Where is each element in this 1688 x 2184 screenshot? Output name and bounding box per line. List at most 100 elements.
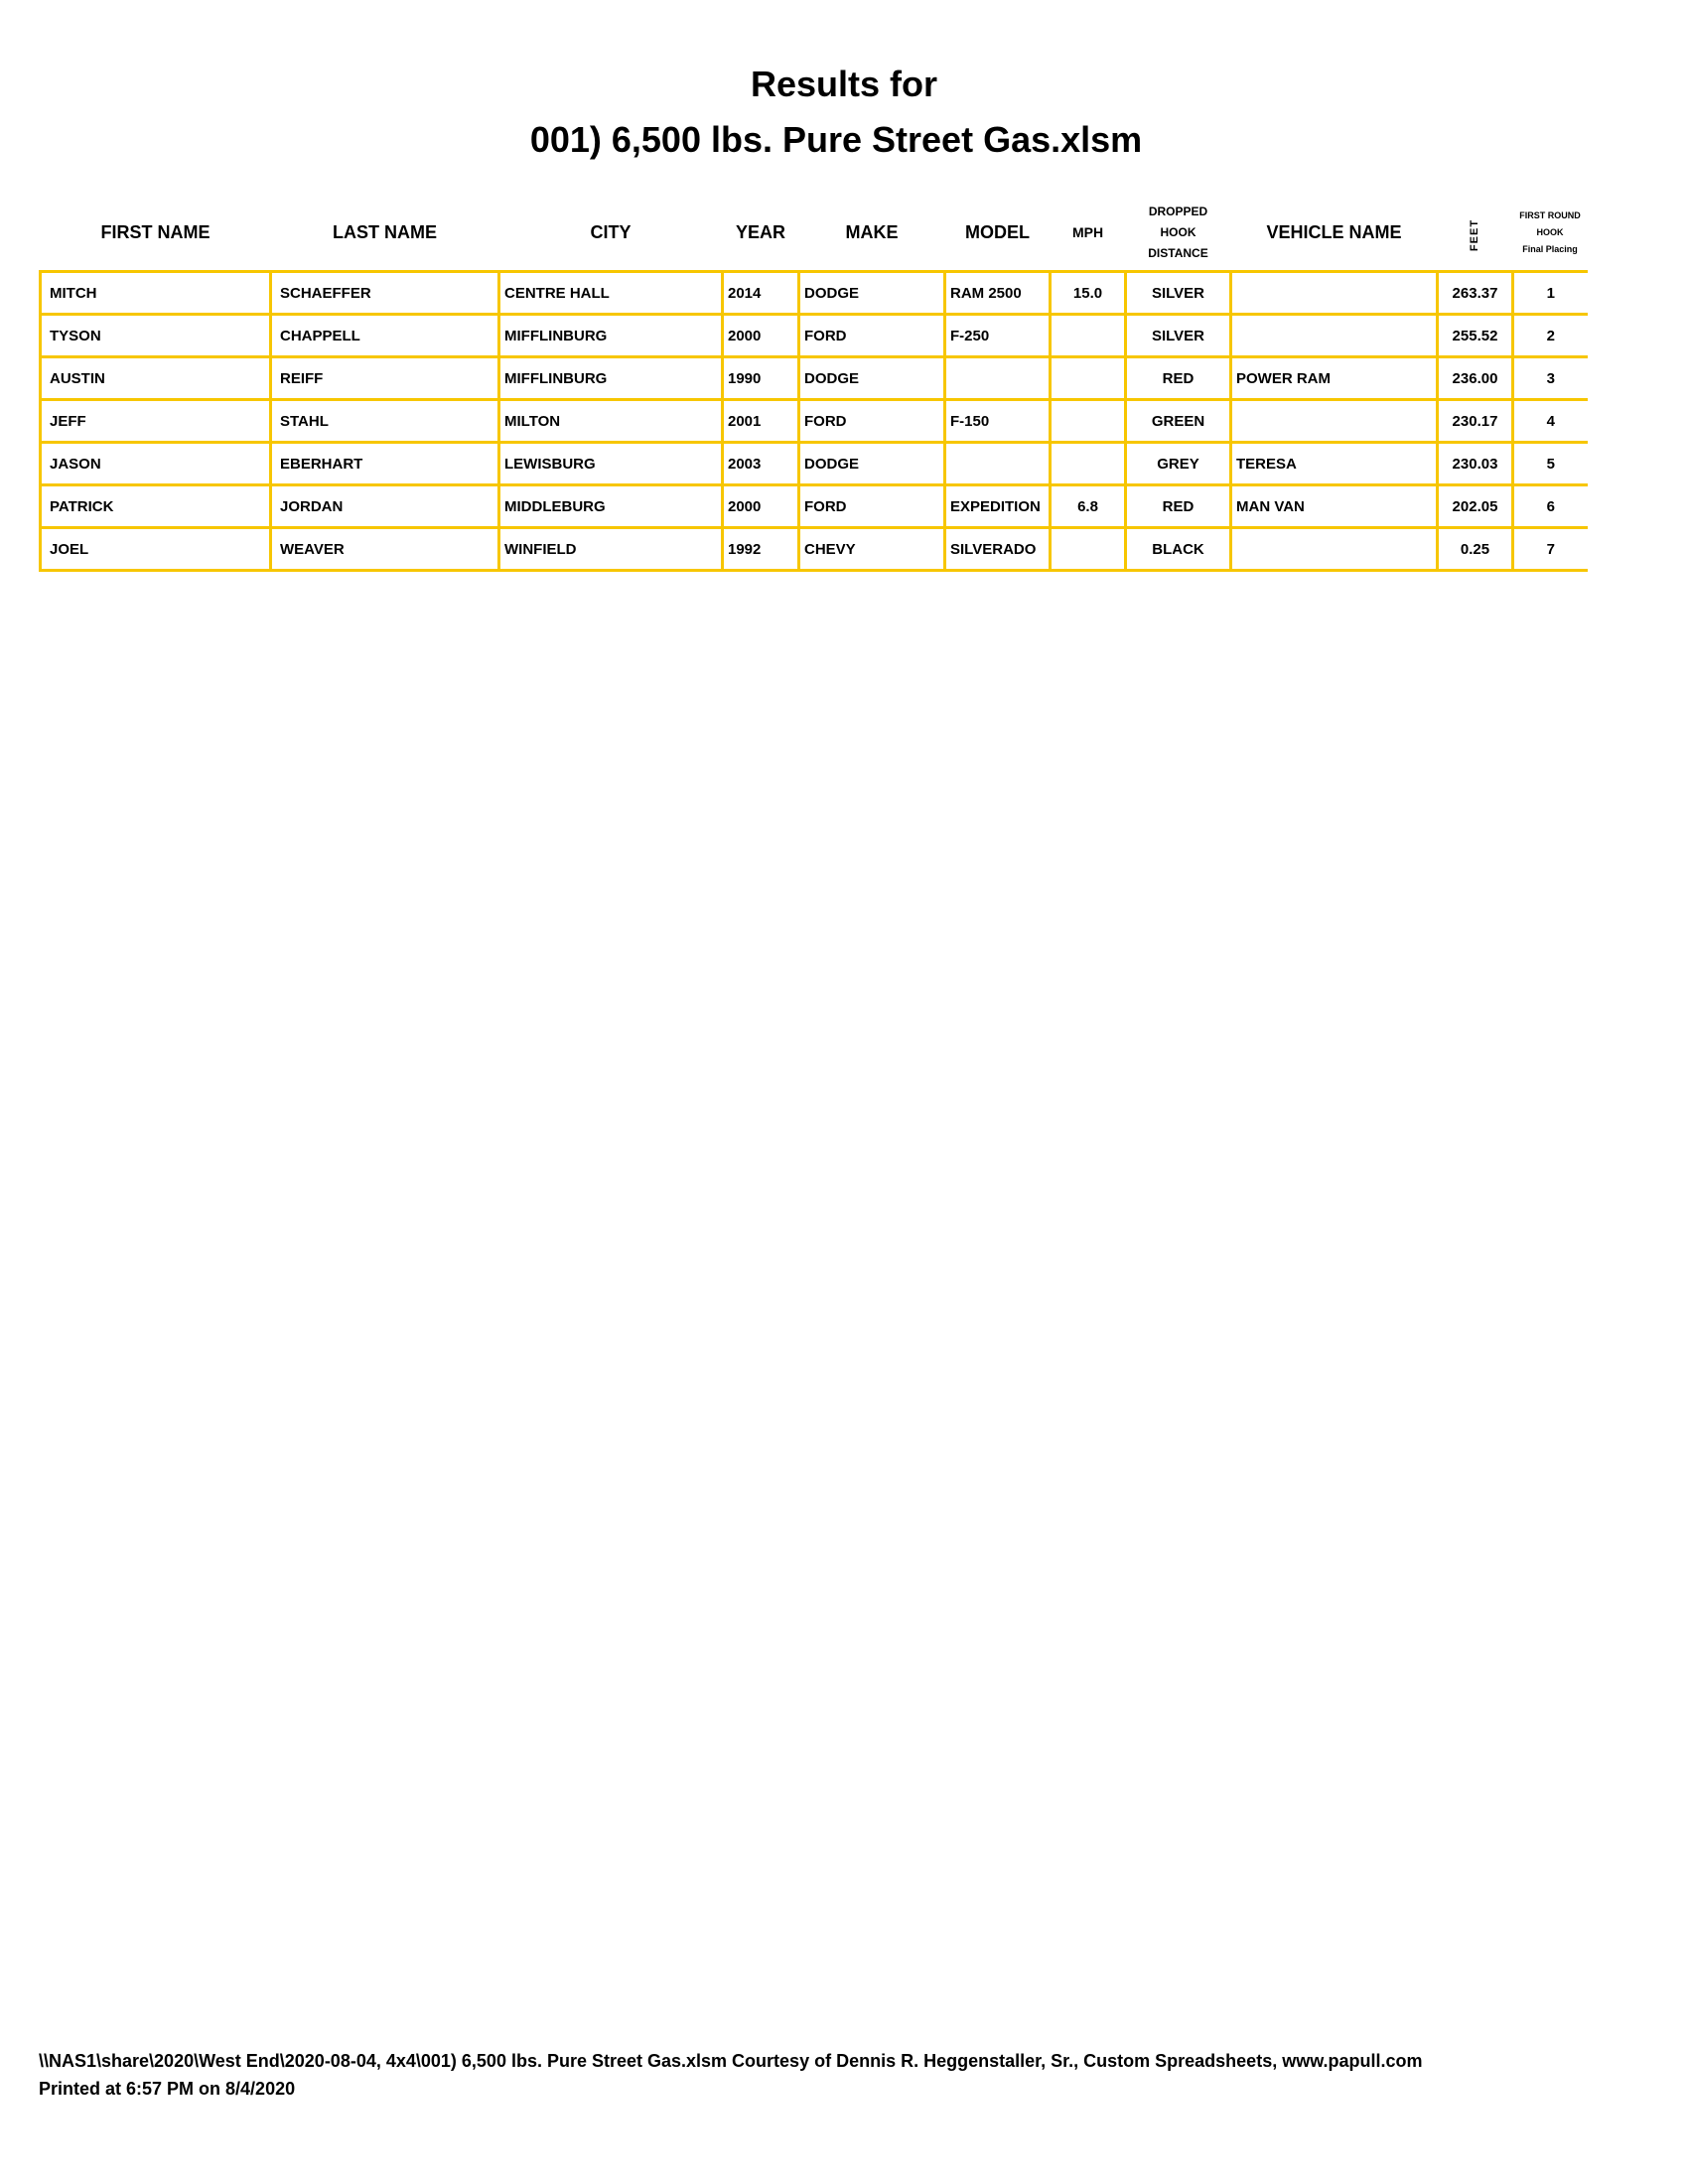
cell-vehicle-name (1229, 398, 1439, 444)
cell-last-name: CHAPPELL (269, 313, 500, 358)
table-row: JASON EBERHART LEWISBURG 2003 DODGE GREY TERES… (39, 441, 1588, 486)
cell-make: DODGE (797, 270, 946, 316)
cell-year: 2000 (721, 313, 800, 358)
table-row: TYSON CHAPPELL MIFFLINBURG 2000 FORD F-250 SIL… (39, 313, 1588, 358)
cell-model: SILVERADO (943, 526, 1052, 572)
cell-placing: 3 (1511, 355, 1588, 401)
cell-year: 2003 (721, 441, 800, 486)
cell-first-name: JOEL (39, 526, 272, 572)
cell-placing: 6 (1511, 483, 1588, 529)
cell-city: LEWISBURG (497, 441, 724, 486)
cell-first-name: PATRICK (39, 483, 272, 529)
cell-dropped-hook-color: SILVER (1124, 313, 1232, 358)
cell-year: 2014 (721, 270, 800, 316)
cell-city: WINFIELD (497, 526, 724, 572)
results-table: FIRST NAME LAST NAME CITY YEAR MAKE MODE… (39, 195, 1588, 572)
cell-feet: 236.00 (1436, 355, 1514, 401)
cell-placing: 5 (1511, 441, 1588, 486)
title-line-1: Results for (750, 64, 938, 104)
header-dropped-hook-distance: DROPPED HOOK DISTANCE (1126, 195, 1231, 272)
cell-last-name: STAHL (269, 398, 500, 444)
table-row: JOEL WEAVER WINFIELD 1992 CHEVY SILVERADO BLAC… (39, 526, 1588, 572)
cell-vehicle-name: TERESA (1229, 441, 1439, 486)
header-row: FIRST NAME LAST NAME CITY YEAR MAKE MODE… (41, 195, 1588, 272)
cell-mph (1049, 441, 1127, 486)
cell-placing: 1 (1511, 270, 1588, 316)
header-model: MODEL (965, 221, 1030, 242)
cell-dropped-hook-color: SILVER (1124, 270, 1232, 316)
cell-year: 2000 (721, 483, 800, 529)
cell-vehicle-name: MAN VAN (1229, 483, 1439, 529)
cell-city: MILTON (497, 398, 724, 444)
cell-first-name: TYSON (39, 313, 272, 358)
cell-mph: 15.0 (1049, 270, 1127, 316)
cell-model: F-250 (943, 313, 1052, 358)
header-vehicle-name: VEHICLE NAME (1266, 221, 1402, 242)
cell-dropped-hook-color: BLACK (1124, 526, 1232, 572)
cell-make: FORD (797, 483, 946, 529)
cell-make: DODGE (797, 441, 946, 486)
header-city: CITY (590, 221, 632, 242)
table-row: MITCH SCHAEFFER CENTRE HALL 2014 DODGE RAM 25… (39, 270, 1588, 316)
cell-placing: 7 (1511, 526, 1588, 572)
header-placing-line1: FIRST ROUND (1519, 209, 1581, 220)
title-line-2: 001) 6,500 lbs. Pure Street Gas.xlsm (529, 119, 1143, 160)
cell-mph: 6.8 (1049, 483, 1127, 529)
cell-first-name: JASON (39, 441, 272, 486)
header-feet: FEET (1438, 195, 1513, 272)
cell-last-name: WEAVER (269, 526, 500, 572)
cell-model (943, 355, 1052, 401)
cell-model: F-150 (943, 398, 1052, 444)
header-dropped-hook-line1: DROPPED (1148, 204, 1208, 218)
cell-last-name: JORDAN (269, 483, 500, 529)
cell-dropped-hook-color: RED (1124, 355, 1232, 401)
header-mph: MPH (1071, 223, 1104, 240)
cell-make: DODGE (797, 355, 946, 401)
header-make: MAKE (845, 221, 899, 242)
cell-year: 2001 (721, 398, 800, 444)
cell-vehicle-name: POWER RAM (1229, 355, 1439, 401)
cell-make: FORD (797, 313, 946, 358)
cell-model: RAM 2500 (943, 270, 1052, 316)
cell-first-name: AUSTIN (39, 355, 272, 401)
cell-model (943, 441, 1052, 486)
cell-feet: 255.52 (1436, 313, 1514, 358)
cell-mph (1049, 398, 1127, 444)
cell-model: EXPEDITION (943, 483, 1052, 529)
cell-feet: 202.05 (1436, 483, 1514, 529)
table-row: AUSTIN REIFF MIFFLINBURG 1990 DODGE RED POWER … (39, 355, 1588, 401)
cell-first-name: MITCH (39, 270, 272, 316)
cell-year: 1992 (721, 526, 800, 572)
cell-mph (1049, 313, 1127, 358)
cell-city: MIDDLEBURG (497, 483, 724, 529)
cell-last-name: SCHAEFFER (269, 270, 500, 316)
cell-vehicle-name (1229, 313, 1439, 358)
cell-last-name: REIFF (269, 355, 500, 401)
cell-last-name: EBERHART (269, 441, 500, 486)
cell-mph (1049, 526, 1127, 572)
cell-city: CENTRE HALL (497, 270, 724, 316)
header-first-name: FIRST NAME (100, 221, 211, 242)
cell-placing: 4 (1511, 398, 1588, 444)
cell-city: MIFFLINBURG (497, 313, 724, 358)
cell-feet: 0.25 (1436, 526, 1514, 572)
footer-printed-time: Printed at 6:57 PM on 8/4/2020 (39, 2079, 296, 2099)
cell-feet: 263.37 (1436, 270, 1514, 316)
cell-placing: 2 (1511, 313, 1588, 358)
cell-vehicle-name (1229, 526, 1439, 572)
cell-dropped-hook-color: GREY (1124, 441, 1232, 486)
cell-first-name: JEFF (39, 398, 272, 444)
header-feet-label: FEET (1469, 218, 1481, 251)
table-row: JEFF STAHL MILTON 2001 FORD F-150 GREEN 230.17 4 (39, 398, 1588, 444)
cell-dropped-hook-color: RED (1124, 483, 1232, 529)
header-placing-line3: Final Placing (1522, 243, 1578, 254)
cell-mph (1049, 355, 1127, 401)
cell-year: 1990 (721, 355, 800, 401)
cell-make: CHEVY (797, 526, 946, 572)
cell-feet: 230.03 (1436, 441, 1514, 486)
header-dropped-hook-line2: HOOK (1160, 224, 1196, 239)
table-row: PATRICK JORDAN MIDDLEBURG 2000 FORD EXPEDITIO… (39, 483, 1588, 529)
header-year: YEAR (735, 221, 785, 242)
header-placing-line2: HOOK (1536, 226, 1564, 237)
header-dropped-hook-line3: DISTANCE (1148, 245, 1208, 260)
